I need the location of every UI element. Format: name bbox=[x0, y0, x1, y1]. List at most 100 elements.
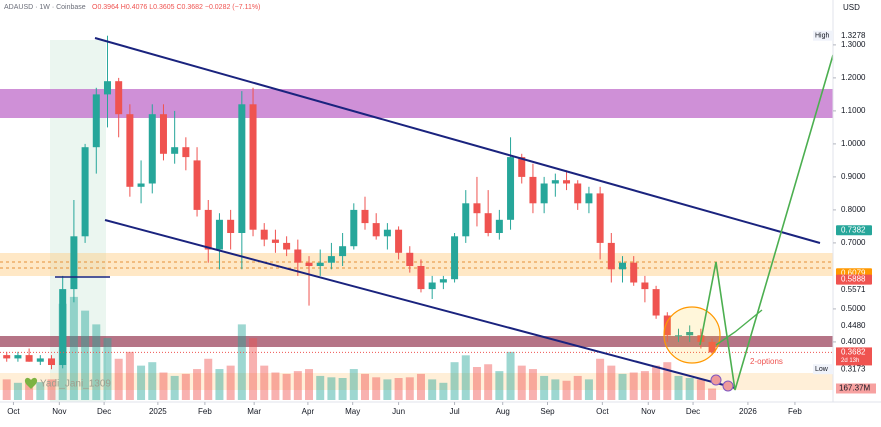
currency: USD bbox=[843, 3, 860, 12]
candle-body bbox=[585, 193, 593, 204]
volume-bar bbox=[69, 296, 78, 400]
volume-bar bbox=[372, 377, 381, 400]
volume-bar bbox=[360, 373, 369, 400]
price-axis bbox=[833, 0, 881, 402]
candle-body bbox=[619, 262, 627, 270]
x-tick-label: Sep bbox=[540, 407, 555, 416]
candle-body bbox=[574, 183, 582, 204]
candle-body bbox=[540, 183, 548, 204]
volume-bar bbox=[249, 338, 258, 400]
volume-bar bbox=[316, 375, 325, 400]
time-axis bbox=[0, 402, 881, 427]
candle-body bbox=[316, 262, 324, 267]
candle-body bbox=[339, 246, 347, 257]
x-tick-label: Dec bbox=[686, 407, 700, 416]
volume-bar bbox=[696, 379, 705, 400]
volume-bar bbox=[260, 365, 269, 400]
volume-bar bbox=[528, 369, 537, 400]
ohlc: O0.3964 H0.4076 L0.3605 C0.3682 −0.0282 … bbox=[92, 4, 260, 11]
candle-body bbox=[439, 279, 447, 283]
candle-body bbox=[148, 114, 156, 184]
high-name: High bbox=[815, 33, 830, 40]
y-tick-label: 0.4000 bbox=[841, 337, 866, 346]
candle-body bbox=[484, 213, 492, 234]
volume-bar bbox=[461, 355, 470, 400]
candle-body bbox=[249, 104, 257, 230]
demand-zone bbox=[0, 336, 833, 347]
volume-bar bbox=[349, 369, 358, 400]
high-value: 1.3278 bbox=[841, 31, 866, 40]
candle-body bbox=[3, 355, 11, 359]
candle-body bbox=[227, 219, 235, 234]
candle-body bbox=[652, 289, 660, 316]
price-label-bg bbox=[836, 321, 872, 332]
x-tick-label: Jun bbox=[392, 407, 405, 416]
volume-bar bbox=[517, 365, 526, 400]
candle-body bbox=[14, 355, 22, 359]
price-label-bg bbox=[836, 225, 872, 236]
candle-body bbox=[607, 242, 615, 270]
candle-body bbox=[25, 355, 33, 362]
price-label: 0.7382 bbox=[841, 225, 866, 234]
marks bbox=[0, 35, 833, 400]
symbol: ADAUSD · 1W · Coinbase bbox=[4, 4, 86, 11]
x-tick-label: Mar bbox=[247, 407, 261, 416]
volume-bar bbox=[573, 375, 582, 400]
candle-body bbox=[529, 176, 537, 204]
volume-bar bbox=[25, 380, 34, 400]
event-icon bbox=[710, 374, 722, 386]
candle-body bbox=[372, 223, 380, 237]
volume-bar bbox=[226, 365, 235, 400]
volume-bar bbox=[439, 382, 448, 400]
candle-body bbox=[48, 358, 56, 366]
volume-bar bbox=[506, 351, 515, 400]
volume-bar bbox=[36, 382, 45, 400]
candle-body bbox=[350, 209, 358, 247]
price-label: 0.5571 bbox=[841, 285, 866, 294]
high-name-bg bbox=[813, 30, 833, 41]
volume-bar bbox=[640, 371, 649, 400]
y-tick-label: 1.3000 bbox=[841, 40, 866, 49]
volume-bar bbox=[338, 378, 347, 400]
volume-bar bbox=[47, 379, 56, 400]
x-tick-label: Aug bbox=[496, 407, 510, 416]
candle-body bbox=[551, 180, 559, 184]
volume-bar bbox=[685, 378, 694, 400]
resistance-zone bbox=[0, 89, 833, 118]
volume-bar bbox=[562, 380, 571, 400]
scenario-path bbox=[715, 309, 763, 346]
x-tick-label: 2026 bbox=[739, 407, 757, 416]
candle-body bbox=[81, 147, 89, 237]
volume-bar bbox=[114, 358, 123, 400]
candle-body bbox=[260, 229, 268, 240]
candle-body bbox=[518, 157, 526, 177]
x-tick-label: Oct bbox=[596, 407, 609, 416]
candle-body bbox=[495, 219, 503, 234]
last-price-bg bbox=[836, 347, 872, 366]
x-tick-label: Nov bbox=[52, 407, 66, 416]
volume-bar bbox=[159, 372, 168, 400]
volume-bar bbox=[484, 364, 493, 400]
x-tick-label: Apr bbox=[302, 407, 315, 416]
volume-bar bbox=[81, 310, 90, 400]
candle-body bbox=[596, 193, 604, 243]
candle-body bbox=[215, 219, 223, 250]
candle-body bbox=[428, 282, 436, 290]
volume-bar bbox=[607, 365, 616, 400]
volume-bar bbox=[394, 378, 403, 400]
volume-bar bbox=[327, 377, 336, 400]
low-name: Low bbox=[815, 366, 829, 373]
watermark: Yadi_Jani_1309 bbox=[40, 379, 111, 390]
volume-bar bbox=[237, 324, 246, 400]
candle-body bbox=[159, 114, 167, 154]
volume-bar bbox=[148, 362, 157, 400]
annotation: 2-options bbox=[750, 357, 783, 366]
candle-body bbox=[294, 249, 302, 263]
channel-top bbox=[94, 37, 821, 244]
volume-bar bbox=[92, 324, 101, 400]
last-price: 0.3682 bbox=[841, 348, 866, 357]
x-tick-label: Oct bbox=[7, 407, 20, 416]
candle-body bbox=[126, 114, 134, 187]
candle-body bbox=[686, 332, 694, 336]
